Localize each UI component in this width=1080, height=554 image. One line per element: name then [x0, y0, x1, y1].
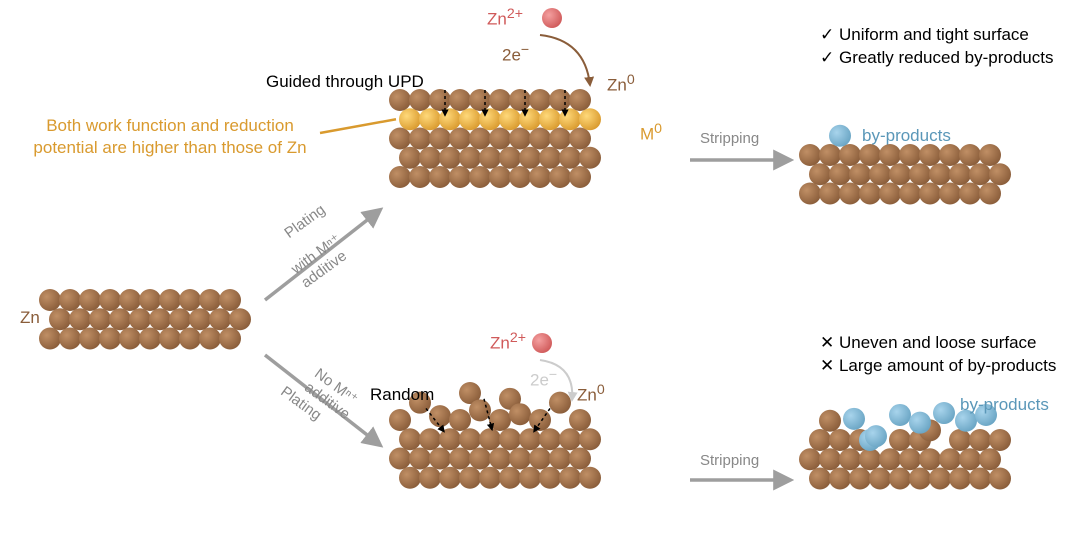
label-byprod-top: by-products: [862, 126, 951, 146]
label-guided: Guided through UPD: [266, 72, 424, 92]
label-random: Random: [370, 385, 434, 405]
label-zn0-top: Zn0: [607, 72, 635, 96]
label-zn2plus-bot: Zn2+: [490, 330, 526, 354]
label-zn2plus-top: Zn2+: [487, 6, 523, 30]
label-2e-top: 2e−: [502, 42, 529, 66]
arrow-label-stripping-bot: Stripping: [700, 452, 759, 469]
result-bot-2: Large amount of by-products: [820, 356, 1056, 376]
label-2e-bot: 2e−: [530, 367, 557, 391]
result-top-1: Uniform and tight surface: [820, 25, 1029, 45]
result-bot-1: Uneven and loose surface: [820, 333, 1037, 353]
label-workfn-line1: Both work function and reduction: [46, 116, 294, 135]
label-zn-left: Zn: [20, 308, 40, 328]
label-workfn-line2: potential are higher than those of Zn: [33, 138, 306, 157]
result-top-2: Greatly reduced by-products: [820, 48, 1053, 68]
label-byprod-bot: by-products: [960, 395, 1049, 415]
label-zn0-bot: Zn0: [577, 382, 605, 406]
label-m0: M0: [640, 121, 662, 145]
diagram-canvas: [0, 0, 1080, 554]
label-workfn: Both work function and reduction potenti…: [25, 115, 315, 159]
arrow-label-stripping-top: Stripping: [700, 130, 759, 147]
